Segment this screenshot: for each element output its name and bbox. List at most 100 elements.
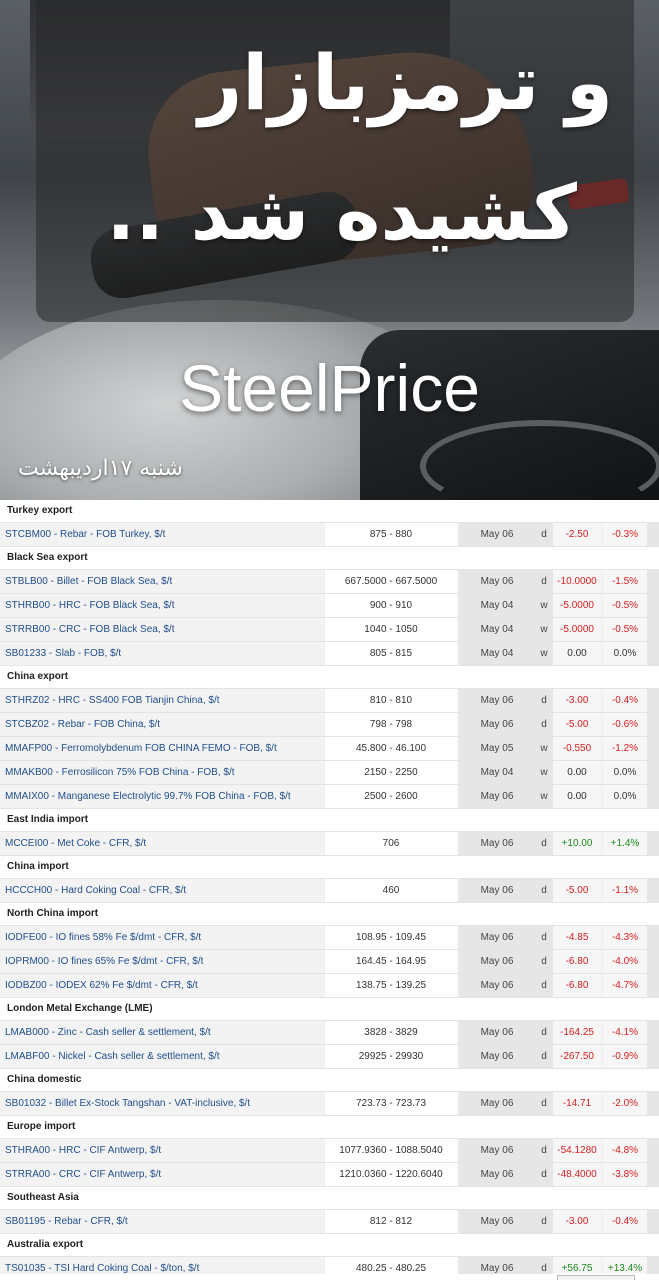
symbol-link[interactable]: IODFE00 - IO fines 58% Fe $/dmt - CFR, $…	[0, 926, 323, 949]
percent-change: -0.3%	[603, 523, 647, 546]
percent-change: -4.8%	[603, 1139, 647, 1162]
percent-change: -4.7%	[603, 974, 647, 997]
symbol-link[interactable]: STRRA00 - CRC - CIF Antwerp, $/t	[0, 1163, 323, 1186]
table-row: MMAFP00 - Ferromolybdenum FOB CHINA FEMO…	[0, 737, 659, 761]
symbol-link[interactable]: IOPRM00 - IO fines 65% Fe $/dmt - CFR, $…	[0, 950, 323, 973]
section-header: North China import	[0, 903, 659, 926]
assessment-date: May 05	[459, 737, 535, 760]
price-range: 2150 - 2250	[325, 761, 457, 784]
price-change: +10.00	[553, 832, 601, 855]
price-range: 805 - 815	[325, 642, 457, 665]
frequency: d	[535, 974, 553, 997]
assessment-date: May 06	[459, 1045, 535, 1068]
table-row: STRRA00 - CRC - CIF Antwerp, $/t 1210.036…	[0, 1163, 659, 1187]
percent-change: +1.4%	[603, 832, 647, 855]
row-end-cell	[647, 689, 659, 712]
assessment-date: May 06	[459, 570, 535, 593]
price-table: Turkey export STCBM00 - Rebar - FOB Turke…	[0, 500, 659, 1280]
assessment-date: May 06	[459, 523, 535, 546]
price-range: 164.45 - 164.95	[325, 950, 457, 973]
symbol-link[interactable]: STRRB00 - CRC - FOB Black Sea, $/t	[0, 618, 323, 641]
table-row: STHRA00 - HRC - CIF Antwerp, $/t 1077.936…	[0, 1139, 659, 1163]
price-range: 29925 - 29930	[325, 1045, 457, 1068]
percent-change: -1.2%	[603, 737, 647, 760]
price-change: -3.00	[553, 689, 601, 712]
percent-change: -2.0%	[603, 1092, 647, 1115]
price-range: 1077.9360 - 1088.5040	[325, 1139, 457, 1162]
table-row: MMAKB00 - Ferrosilicon 75% FOB China - F…	[0, 761, 659, 785]
assessment-date: May 04	[459, 642, 535, 665]
symbol-link[interactable]: STCBZ02 - Rebar - FOB China, $/t	[0, 713, 323, 736]
price-range: 45.800 - 46.100	[325, 737, 457, 760]
price-change: -5.00	[553, 879, 601, 902]
frequency: w	[535, 785, 553, 808]
price-change: -0.550	[553, 737, 601, 760]
row-end-cell	[647, 1139, 659, 1162]
frequency: d	[535, 950, 553, 973]
symbol-link[interactable]: MCCEI00 - Met Coke - CFR, $/t	[0, 832, 323, 855]
table-row: SB01233 - Slab - FOB, $/t 805 - 815 May 04…	[0, 642, 659, 666]
symbol-link[interactable]: STCBM00 - Rebar - FOB Turkey, $/t	[0, 523, 323, 546]
table-row: STCBZ02 - Rebar - FOB China, $/t 798 - 79…	[0, 713, 659, 737]
percent-change: -4.0%	[603, 950, 647, 973]
percent-change: -4.1%	[603, 1021, 647, 1044]
price-change: -5.0000	[553, 618, 601, 641]
percent-change: -0.6%	[603, 713, 647, 736]
percent-change: 0.0%	[603, 785, 647, 808]
price-range: 2500 - 2600	[325, 785, 457, 808]
symbol-link[interactable]: SB01032 - Billet Ex-Stock Tangshan - VAT…	[0, 1092, 323, 1115]
symbol-link[interactable]: IODBZ00 - IODEX 62% Fe $/dmt - CFR, $/t	[0, 974, 323, 997]
price-range: 706	[325, 832, 457, 855]
price-range: 667.5000 - 667.5000	[325, 570, 457, 593]
symbol-link[interactable]: LMAB000 - Zinc - Cash seller & settlemen…	[0, 1021, 323, 1044]
price-change: -48.4000	[553, 1163, 601, 1186]
assessment-date: May 06	[459, 1092, 535, 1115]
percent-change: 0.0%	[603, 642, 647, 665]
price-range: 3828 - 3829	[325, 1021, 457, 1044]
hero-date: شنبه ۱۷اردیبهشت	[18, 456, 183, 481]
frequency: d	[535, 689, 553, 712]
row-end-cell	[647, 926, 659, 949]
price-range: 1040 - 1050	[325, 618, 457, 641]
frequency: d	[535, 570, 553, 593]
price-range: 138.75 - 139.25	[325, 974, 457, 997]
symbol-link[interactable]: HCCCH00 - Hard Coking Coal - CFR, $/t	[0, 879, 323, 902]
section-header: London Metal Exchange (LME)	[0, 998, 659, 1021]
symbol-link[interactable]: STHRB00 - HRC - FOB Black Sea, $/t	[0, 594, 323, 617]
row-end-cell	[647, 570, 659, 593]
frequency: d	[535, 926, 553, 949]
row-end-cell	[647, 737, 659, 760]
price-range: 875 - 880	[325, 523, 457, 546]
symbol-link[interactable]: MMAIX00 - Manganese Electrolytic 99.7% F…	[0, 785, 323, 808]
symbol-link[interactable]: SB01233 - Slab - FOB, $/t	[0, 642, 323, 665]
pagination-button[interactable]	[557, 1275, 635, 1280]
symbol-link[interactable]: STBLB00 - Billet - FOB Black Sea, $/t	[0, 570, 323, 593]
table-row: STRRB00 - CRC - FOB Black Sea, $/t 1040 -…	[0, 618, 659, 642]
cup-holder-graphic	[420, 420, 659, 500]
frequency: d	[535, 1045, 553, 1068]
frequency: w	[535, 618, 553, 641]
table-row: SB01032 - Billet Ex-Stock Tangshan - VAT…	[0, 1092, 659, 1116]
symbol-link[interactable]: STHRZ02 - HRC - SS400 FOB Tianjin China,…	[0, 689, 323, 712]
symbol-link[interactable]: MMAFP00 - Ferromolybdenum FOB CHINA FEMO…	[0, 737, 323, 760]
symbol-link[interactable]: MMAKB00 - Ferrosilicon 75% FOB China - F…	[0, 761, 323, 784]
symbol-link[interactable]: LMABF00 - Nickel - Cash seller & settlem…	[0, 1045, 323, 1068]
price-change: 0.00	[553, 642, 601, 665]
table-row: STHRZ02 - HRC - SS400 FOB Tianjin China,…	[0, 689, 659, 713]
frequency: w	[535, 761, 553, 784]
row-end-cell	[647, 1210, 659, 1233]
frequency: w	[535, 594, 553, 617]
symbol-link[interactable]: STHRA00 - HRC - CIF Antwerp, $/t	[0, 1139, 323, 1162]
assessment-date: May 06	[459, 713, 535, 736]
price-change: -267.50	[553, 1045, 601, 1068]
table-row: MMAIX00 - Manganese Electrolytic 99.7% F…	[0, 785, 659, 809]
table-row: STHRB00 - HRC - FOB Black Sea, $/t 900 - …	[0, 594, 659, 618]
table-row: STCBM00 - Rebar - FOB Turkey, $/t 875 - 8…	[0, 523, 659, 547]
symbol-link[interactable]: SB01195 - Rebar - CFR, $/t	[0, 1210, 323, 1233]
price-change: -5.00	[553, 713, 601, 736]
headline-line1: و ترمزبازار	[198, 38, 613, 127]
price-change: 0.00	[553, 785, 601, 808]
price-change: -5.0000	[553, 594, 601, 617]
frequency: w	[535, 737, 553, 760]
price-change: -6.80	[553, 974, 601, 997]
